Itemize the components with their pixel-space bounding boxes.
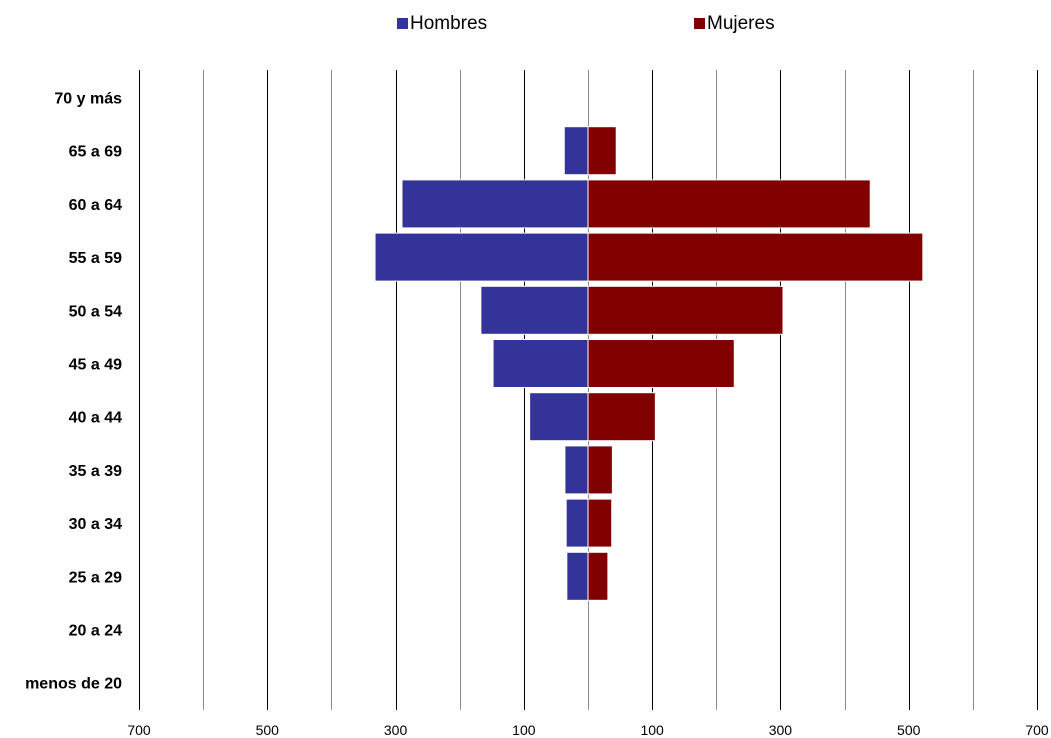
legend-label: Hombres: [410, 13, 487, 34]
category-label: 70 y más: [54, 91, 122, 108]
bar-mujeres: [587, 498, 613, 548]
x-tick-label: 700: [1025, 722, 1049, 738]
category-label: 55 a 59: [69, 250, 122, 267]
x-axis-tick-labels: 700 500 300 100 100 300 500 700: [127, 722, 1049, 738]
category-label: 60 a 64: [69, 197, 122, 214]
bar-mujeres: [587, 339, 735, 388]
category-label: menos de 20: [25, 676, 122, 693]
legend-label: Mujeres: [707, 13, 775, 34]
category-label: 25 a 29: [69, 569, 122, 586]
bar-hombres: [480, 285, 589, 335]
bar-hombres: [563, 126, 589, 176]
bar-hombres: [401, 179, 589, 229]
legend-swatch: [397, 18, 408, 29]
category-label: 50 a 54: [69, 303, 122, 320]
bar-mujeres: [587, 179, 871, 229]
category-labels: 70 y más 65 a 69 60 a 64 55 a 59 50 a 54 45 a…: [25, 91, 122, 693]
x-tick-label: 300: [769, 722, 793, 738]
category-label: 45 a 49: [69, 357, 122, 374]
bar-mujeres: [587, 392, 656, 442]
bar-hombres: [374, 232, 589, 282]
bar-hombres: [529, 392, 589, 442]
x-tick-label: 500: [897, 722, 921, 738]
category-label: 30 a 34: [69, 516, 122, 533]
bar-mujeres: [587, 126, 617, 176]
x-tick-label: 100: [640, 722, 664, 738]
x-tick-label: 300: [384, 722, 408, 738]
gridlines: [139, 70, 1038, 710]
x-tick-label: 700: [127, 722, 151, 738]
bar-hombres: [566, 551, 589, 601]
bar-mujeres: [587, 445, 613, 495]
legend-swatch: [694, 18, 705, 29]
category-label: 35 a 39: [69, 463, 122, 480]
bar-hombres: [565, 498, 589, 548]
x-tick-label: 100: [512, 722, 536, 738]
bar-mujeres: [587, 232, 924, 282]
bar-hombres: [492, 339, 589, 388]
category-label: 40 a 44: [69, 410, 122, 427]
bar-hombres: [564, 445, 589, 495]
legend: Hombres Mujeres: [397, 13, 775, 34]
category-label: 65 a 69: [69, 144, 122, 161]
x-tick-label: 500: [256, 722, 280, 738]
bar-mujeres: [587, 285, 784, 335]
bars: [374, 126, 924, 601]
bar-mujeres: [587, 551, 609, 601]
category-label: 20 a 24: [69, 623, 122, 640]
